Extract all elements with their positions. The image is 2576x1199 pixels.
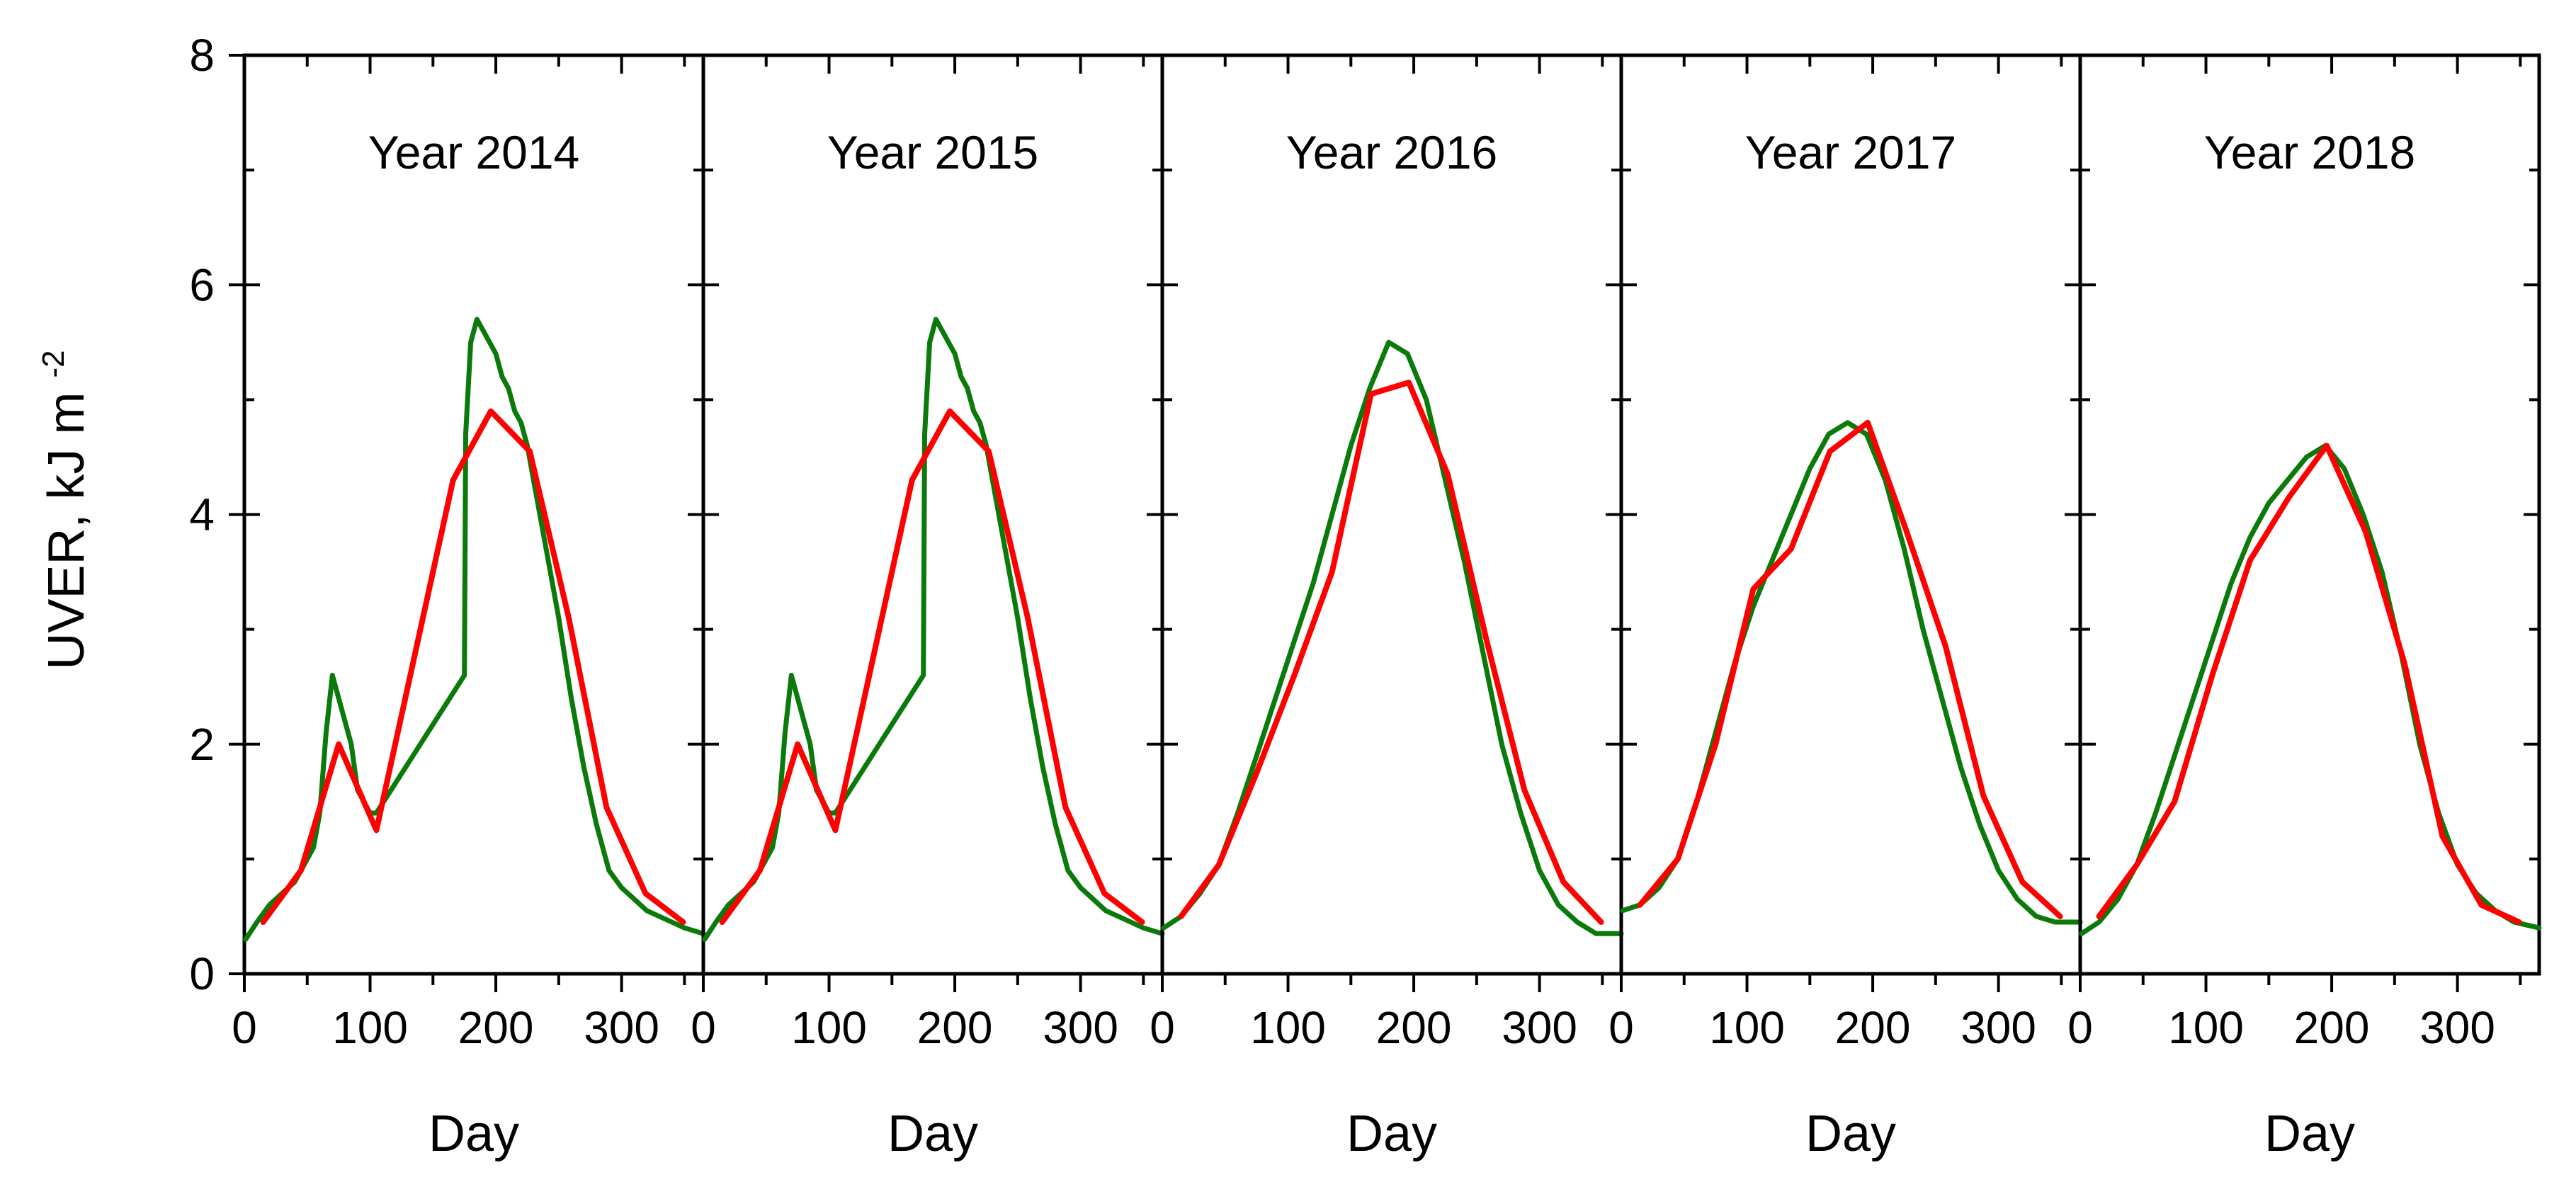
y-tick-label: 4 (189, 489, 215, 540)
x-tick-label: 0 (2067, 1002, 2093, 1053)
x-tick-label: 100 (1709, 1002, 1785, 1053)
panels-group: 0 2 4 6 8 0 100 200 300 Day Year 2014 0 100 200 300 Day… (189, 30, 2542, 1162)
series-monthly-line (1178, 380, 1604, 925)
y-axis-title-superscript: -2 (36, 350, 71, 377)
x-tick-label: 100 (332, 1002, 408, 1053)
panel-4: 0 100 200 300 Day Year 2017 (1608, 53, 2083, 1162)
x-axis-title: Day (2264, 1106, 2355, 1162)
panel-2: 0 100 200 300 Day Year 2015 (691, 53, 1165, 1162)
x-tick-label: 100 (2168, 1002, 2244, 1053)
y-tick-label: 8 (189, 30, 215, 81)
series-monthly-line (719, 408, 1145, 925)
series-daily-line (1161, 339, 1624, 936)
y-tick-label: 6 (189, 259, 215, 310)
series-monthly-line (1637, 419, 2063, 919)
x-tick-label: 200 (458, 1002, 534, 1053)
y-tick-label: 2 (189, 719, 215, 770)
series-daily-line (1620, 420, 2083, 925)
x-tick-label: 0 (1608, 1002, 1634, 1053)
x-tick-label: 0 (1150, 1002, 1175, 1053)
x-axis-title: Day (1346, 1106, 1437, 1162)
x-tick-label: 100 (1250, 1002, 1326, 1053)
panel-5: 0 100 200 300 Day Year 2018 (2067, 53, 2542, 1162)
y-tick-label: 0 (189, 948, 215, 999)
y-axis-title-text: UVER, kJ m (38, 392, 95, 670)
series-daily-line (243, 317, 706, 942)
x-tick-label: 0 (691, 1002, 716, 1053)
panel-frame (1619, 53, 2082, 976)
panel-title: Year 2018 (2204, 126, 2416, 178)
x-tick-label: 300 (2419, 1002, 2495, 1053)
panel-title: Year 2014 (368, 126, 580, 178)
x-axis-title: Day (429, 1106, 519, 1162)
x-tick-label: 200 (2294, 1002, 2370, 1053)
panel-title: Year 2017 (1745, 126, 1957, 178)
panel-title: Year 2016 (1286, 126, 1498, 178)
x-tick-label: 200 (1835, 1002, 1911, 1053)
series-monthly-line (2096, 443, 2522, 925)
x-tick-label: 300 (1961, 1002, 2036, 1053)
x-axis-title: Day (887, 1106, 978, 1162)
series-monthly-line (260, 408, 686, 925)
x-tick-label: 200 (917, 1002, 993, 1053)
x-tick-label: 0 (232, 1002, 257, 1053)
x-tick-label: 300 (1502, 1002, 1577, 1053)
x-tick-label: 300 (1043, 1002, 1118, 1053)
x-tick-label: 200 (1376, 1002, 1452, 1053)
series-daily-line (2079, 443, 2542, 936)
series-daily-line (702, 317, 1165, 942)
y-axis-title: UVER, kJ m -2 (36, 350, 95, 669)
panel-3: 0 100 200 300 Day Year 2016 (1150, 53, 1624, 1162)
panel-1: 0 100 200 300 Day Year 2014 (232, 53, 706, 1162)
x-tick-label: 100 (791, 1002, 867, 1053)
panel-title: Year 2015 (827, 126, 1039, 178)
x-axis-title: Day (1805, 1106, 1896, 1162)
x-tick-label: 300 (584, 1002, 659, 1053)
